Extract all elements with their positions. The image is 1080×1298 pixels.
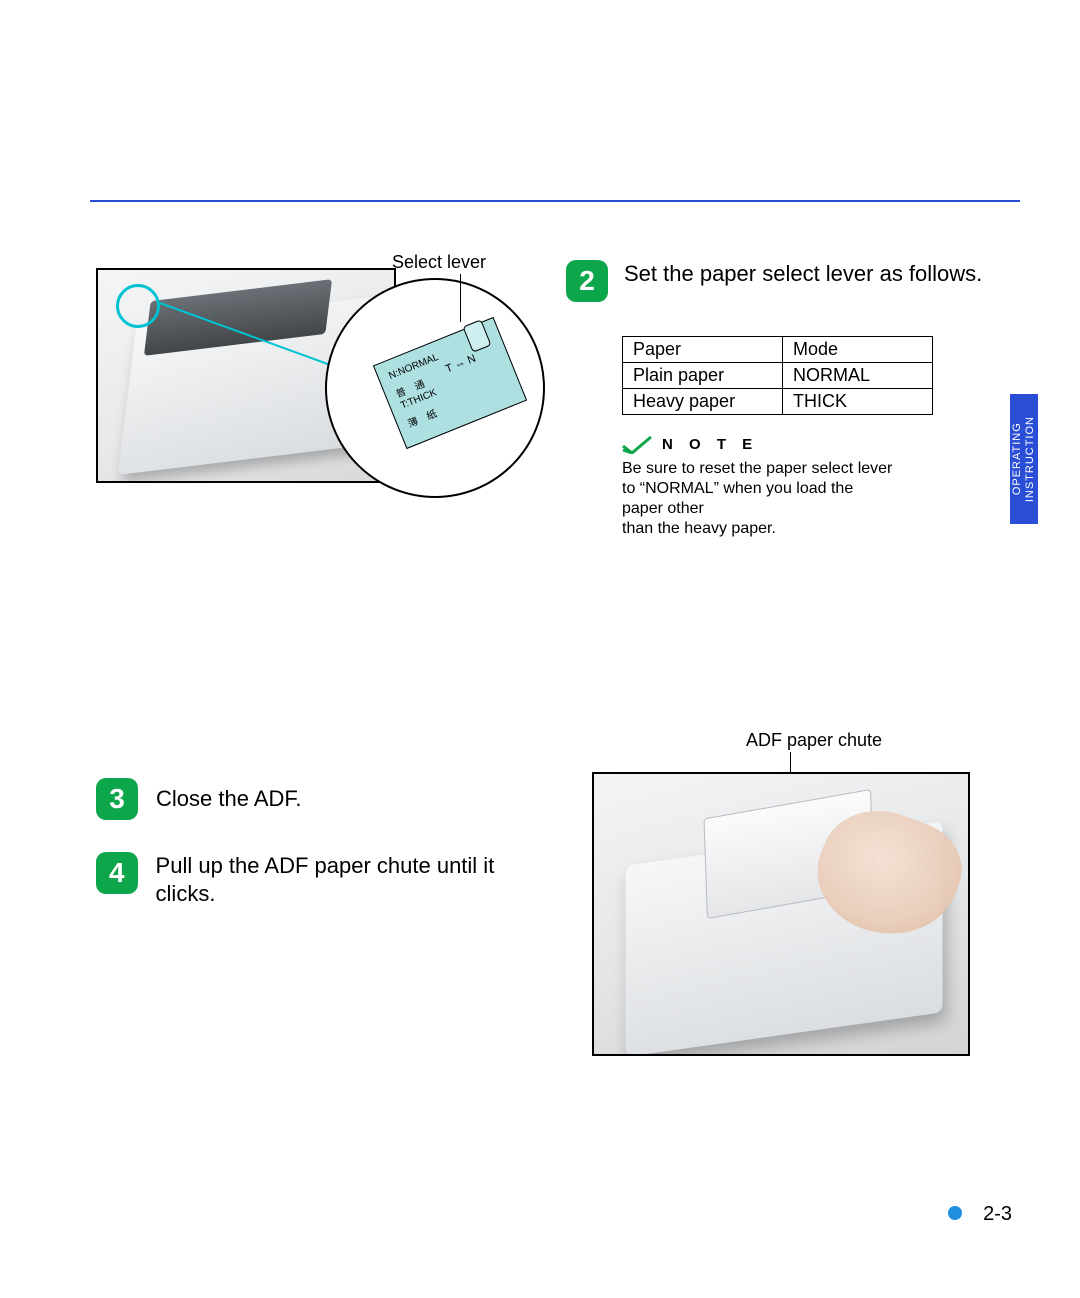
note-block: N O T E Be sure to reset the paper selec… [622, 436, 992, 539]
adf-chute-leader [790, 752, 791, 772]
table-row: Heavy paper THICK [623, 389, 933, 415]
table-cell: Plain paper [623, 363, 783, 389]
select-lever-label: Select lever [392, 252, 486, 273]
select-lever-leader [460, 274, 461, 322]
note-line: to “NORMAL” when you load the [622, 479, 992, 499]
scanner-photo-chute [592, 772, 970, 1056]
table-row: Plain paper NORMAL [623, 363, 933, 389]
step-3-text: Close the ADF. [156, 785, 302, 813]
page-number: 2-3 [983, 1203, 1012, 1226]
table-row: Paper Mode [623, 337, 933, 363]
section-side-tab: OPERATING INSTRUCTION [1010, 394, 1038, 524]
top-rule [90, 200, 1020, 202]
table-header-paper: Paper [623, 337, 783, 363]
step-4-text: Pull up the ADF paper chute until it cli… [156, 852, 556, 907]
step-3: 3 Close the ADF. [96, 778, 302, 820]
footer-bullet-icon [948, 1206, 962, 1220]
table-header-mode: Mode [783, 337, 933, 363]
note-line: Be sure to reset the paper select lever [622, 459, 992, 479]
lever-label-card: N:NORMAL 普 通 T:THICK 薄 紙 [373, 317, 527, 449]
adf-chute-label: ADF paper chute [746, 730, 882, 751]
step-2-badge: 2 [566, 260, 608, 302]
side-tab-line1: OPERATING [1011, 423, 1023, 496]
note-heading: N O T E [622, 436, 992, 455]
step-4-badge: 4 [96, 852, 138, 894]
note-checkmark-icon [622, 436, 652, 454]
dotted-separator: • • • • • • • • • • • • • • • • • • • • … [96, 706, 992, 712]
table-cell: NORMAL [783, 363, 933, 389]
paper-mode-table: Paper Mode Plain paper NORMAL Heavy pape… [622, 336, 933, 415]
side-tab-line2: INSTRUCTION [1024, 416, 1036, 502]
highlight-ring-icon [116, 284, 160, 328]
table-cell: THICK [783, 389, 933, 415]
step-4: 4 Pull up the ADF paper chute until it c… [96, 852, 556, 907]
zoom-circle: N:NORMAL 普 通 T:THICK 薄 紙 T ⇔ N [325, 278, 545, 498]
step-2: 2 Set the paper select lever as follows. [566, 260, 986, 302]
note-line: paper other [622, 499, 992, 519]
step-3-badge: 3 [96, 778, 138, 820]
note-label: N O T E [662, 436, 758, 455]
step-2-text: Set the paper select lever as follows. [624, 260, 982, 302]
note-line: than the heavy paper. [622, 519, 992, 539]
table-cell: Heavy paper [623, 389, 783, 415]
manual-page: N:NORMAL 普 通 T:THICK 薄 紙 T ⇔ N Select le… [0, 0, 1080, 1298]
